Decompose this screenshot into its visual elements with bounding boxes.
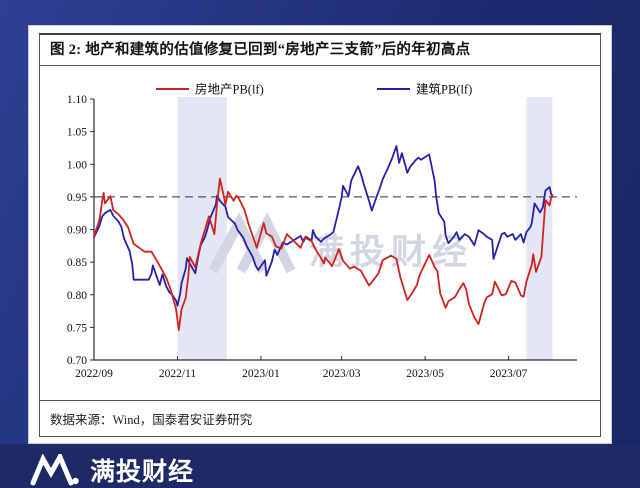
x-tick-label: 2022/11 xyxy=(159,368,197,380)
y-tick-label: 0.95 xyxy=(67,192,87,204)
y-tick-label: 0.70 xyxy=(67,355,87,367)
data-source-note: 数据来源：Wind，国泰君安证券研究 xyxy=(40,400,600,436)
highlight-band xyxy=(177,97,227,360)
legend-item: 建筑PB(lf) xyxy=(377,82,472,97)
construction-pb-line xyxy=(93,145,554,307)
figure-frame: 图 2: 地产和建筑的估值修复已回到“房地产三支箭”后的年初高点 满投财经 1.1… xyxy=(39,33,601,437)
brand-logo-text: 满投财经 xyxy=(90,458,195,486)
y-tick-label: 0.75 xyxy=(67,322,87,334)
pb-valuation-chart: 满投财经 1.10 1.05 1.00 0.95 0.90 0.85 0.80 0.75 0.70… xyxy=(41,69,599,407)
x-tick-label: 2023/05 xyxy=(406,368,444,380)
y-tick-label: 0.90 xyxy=(67,225,87,237)
highlight-band xyxy=(526,97,553,360)
x-tick-label: 2023/07 xyxy=(490,368,528,380)
watermark: 满投财经 xyxy=(208,212,473,274)
x-tick-label: 2023/01 xyxy=(242,368,280,380)
legend-item: 房地产PB(lf) xyxy=(156,82,264,97)
x-tick-label: 2023/03 xyxy=(323,368,361,380)
y-tick-label: 0.80 xyxy=(67,290,87,302)
figure-title: 图 2: 地产和建筑的估值修复已回到“房地产三支箭”后的年初高点 xyxy=(40,35,600,66)
legend-label: 房地产PB(lf) xyxy=(195,82,264,97)
brand-logo: 满投财经 xyxy=(30,452,194,488)
footer-brand-bar: 满投财经 xyxy=(0,444,640,488)
y-tick-label: 1.10 xyxy=(67,94,87,106)
brand-m-icon xyxy=(30,454,79,486)
figure-card: 图 2: 地产和建筑的估值修复已回到“房地产三支箭”后的年初高点 满投财经 1.1… xyxy=(28,25,612,444)
y-tick-label: 1.00 xyxy=(67,159,87,171)
y-tick-label: 1.05 xyxy=(67,127,87,139)
legend-label: 建筑PB(lf) xyxy=(416,82,472,97)
axes xyxy=(93,99,577,361)
real-estate-pb-line xyxy=(93,177,554,331)
svg-text:满投财经: 满投财经 xyxy=(309,233,473,272)
x-tick-label: 2022/09 xyxy=(75,368,113,380)
y-tick-label: 0.85 xyxy=(67,257,87,269)
chart-svg: 满投财经 1.10 1.05 1.00 0.95 0.90 0.85 0.80 0.75 0.70… xyxy=(67,82,577,380)
